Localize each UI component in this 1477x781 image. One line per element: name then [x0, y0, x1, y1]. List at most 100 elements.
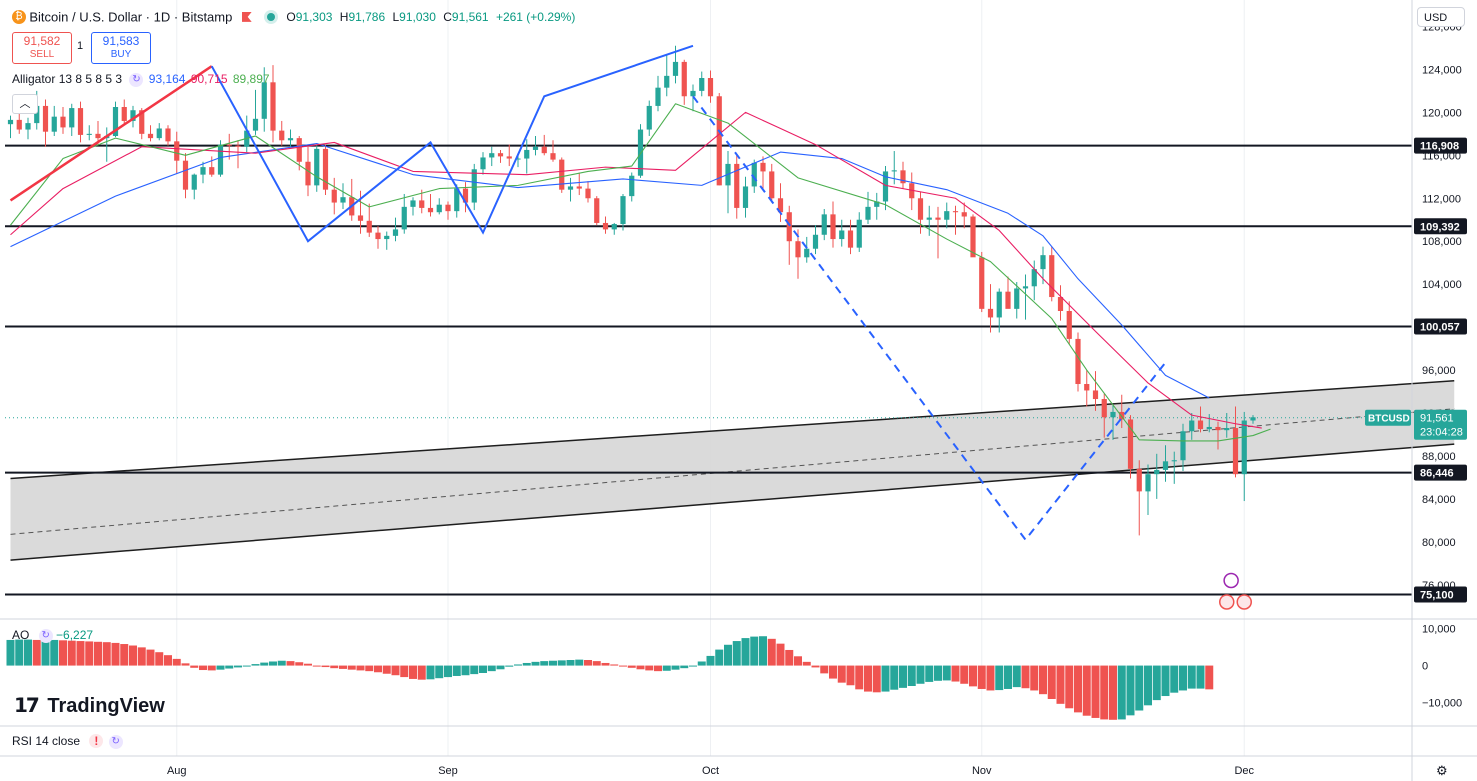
current-price-label: 91,561	[1420, 413, 1454, 425]
flag-icon[interactable]	[241, 11, 252, 22]
candle-body	[279, 130, 285, 141]
ao-bar	[382, 665, 391, 674]
candle-body	[690, 90, 696, 97]
bitcoin-logo-icon: ₿	[12, 9, 26, 24]
ao-bar	[1152, 665, 1161, 701]
current-price-tag	[1414, 409, 1467, 440]
ao-bar	[444, 665, 452, 678]
ao-bar	[155, 652, 164, 666]
ao-bar	[592, 661, 601, 666]
candle-body	[594, 198, 600, 223]
alligator-teeth-line	[10, 111, 1262, 429]
candle-body	[296, 138, 302, 162]
ao-bar	[435, 665, 444, 679]
ao-bar	[881, 665, 890, 692]
level-price-label: 116,908	[1420, 141, 1459, 153]
candle-body	[314, 148, 320, 186]
candle-body	[174, 141, 180, 161]
ao-bar	[820, 665, 829, 674]
ao-settings-icon[interactable]: ↻	[38, 628, 53, 643]
ao-bar	[811, 665, 820, 668]
ao-bar	[1126, 665, 1135, 716]
candle-body	[322, 148, 329, 190]
symbol-header[interactable]: ₿ Bitcoin / U.S. Dollar · 1D · Bitstamp …	[12, 9, 575, 24]
settings-gear-icon[interactable]: ⚙	[1436, 763, 1448, 778]
us-flag-event-icon	[1236, 594, 1252, 610]
ao-bar	[1039, 665, 1047, 695]
candle-body	[506, 156, 512, 159]
ao-bar	[199, 665, 207, 671]
collapse-legend-button[interactable]: ︿	[12, 94, 38, 114]
candle-body	[69, 108, 75, 128]
candle-body	[375, 232, 381, 240]
level-price-tag	[1414, 318, 1467, 335]
candle-body	[77, 108, 84, 135]
price-tick-label: 112,000	[1422, 193, 1461, 205]
sell-button[interactable]: 91,582 SELL	[12, 32, 72, 64]
ao-bar	[1196, 665, 1205, 689]
ao-bar	[662, 665, 671, 671]
rsi-settings-icon[interactable]: ↻	[108, 734, 123, 749]
ao-bar	[24, 639, 32, 666]
candle-body	[602, 222, 609, 230]
ao-bar	[356, 665, 365, 671]
spread-value: 1	[77, 40, 84, 52]
level-price-tag	[1414, 218, 1467, 235]
ao-bar	[794, 656, 802, 666]
candle-body	[261, 82, 267, 119]
ao-bar	[575, 659, 584, 666]
candle-body	[401, 206, 407, 230]
ao-bar	[426, 665, 435, 680]
candle-body	[392, 229, 399, 236]
warning-icon[interactable]: !	[89, 734, 104, 748]
candle-body	[51, 116, 57, 132]
level-price-label: 75,100	[1420, 589, 1454, 601]
price-tick-label: 96,000	[1422, 365, 1456, 377]
ao-bar	[855, 665, 864, 690]
ao-bar	[1021, 665, 1030, 689]
price-tick-label: 120,000	[1422, 107, 1462, 119]
candle-body	[436, 204, 442, 213]
ao-bar	[1179, 665, 1187, 691]
ao-bar	[330, 665, 339, 669]
buy-button[interactable]: 91,583 BUY	[91, 32, 151, 64]
ao-legend[interactable]: AO ↻ −6,227	[12, 628, 94, 643]
settings-cycle-icon[interactable]: ↻	[129, 72, 144, 87]
candle-body	[839, 230, 845, 240]
ao-bar	[111, 642, 120, 666]
candle-body	[664, 75, 670, 88]
candle-body	[865, 206, 871, 220]
ao-bar	[1100, 665, 1109, 720]
ao-bar	[802, 661, 811, 666]
ao-bar	[645, 665, 654, 671]
candle-body	[1127, 419, 1134, 469]
currency-select[interactable]: USD	[1417, 7, 1465, 27]
candle-body	[209, 167, 215, 175]
ao-bar	[601, 662, 610, 666]
candle-body	[707, 78, 714, 97]
candle-body	[95, 133, 101, 139]
ao-bar	[505, 665, 514, 667]
ao-bar	[312, 665, 321, 667]
ao-bar	[846, 665, 855, 686]
rsi-legend[interactable]: RSI 14 close ! ↻	[12, 734, 123, 749]
candle-body	[856, 219, 862, 248]
candle-body	[462, 188, 469, 203]
candle-body	[1215, 426, 1221, 431]
candle-body	[217, 144, 224, 175]
ao-bar	[697, 661, 706, 666]
ao-bar	[207, 665, 216, 671]
candle-body	[419, 200, 425, 208]
candle-body	[611, 224, 617, 230]
candle-body	[830, 214, 836, 240]
ao-bar	[680, 665, 689, 669]
candle-body	[60, 116, 66, 128]
alligator-legend[interactable]: Alligator 13 8 5 8 5 3 ↻ 93,164 90,715 8…	[12, 72, 270, 87]
ao-bar	[260, 662, 269, 666]
ao-bar	[146, 649, 155, 666]
alligator-lips-line	[10, 103, 1271, 442]
ao-bar	[715, 649, 724, 666]
price-tick-label: 88,000	[1422, 451, 1456, 463]
ao-bar	[960, 665, 969, 684]
